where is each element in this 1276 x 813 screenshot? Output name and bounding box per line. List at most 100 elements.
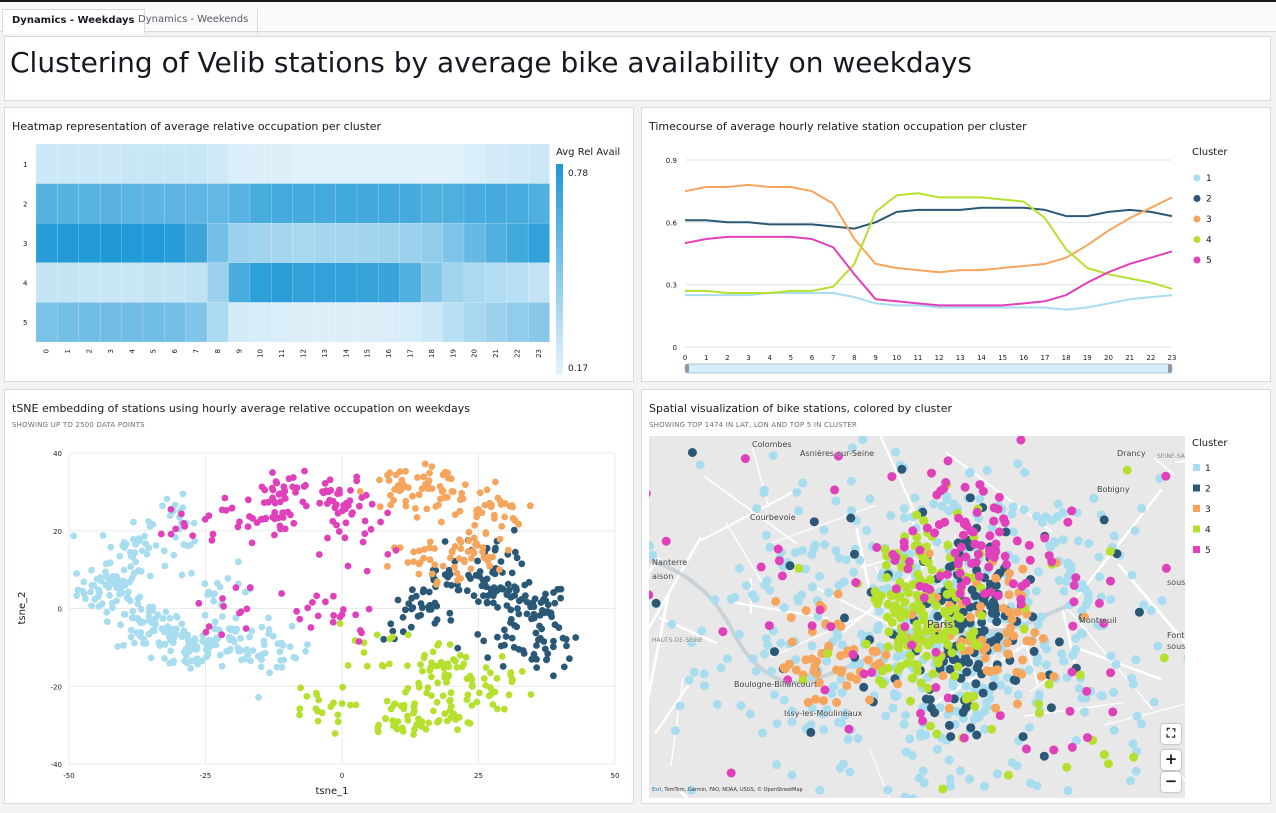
map-station-point[interactable] [1041, 512, 1050, 522]
map-canvas[interactable]: Colombes Asnières-sur-Seine Drancy SEINE-SA… [642, 390, 1270, 803]
map-station-point[interactable] [857, 629, 866, 639]
map-station-point[interactable] [791, 655, 801, 665]
scatter-point-cluster-1[interactable] [94, 593, 102, 600]
legend-marker[interactable] [1193, 505, 1200, 512]
scatter-point-cluster-5[interactable] [301, 467, 308, 475]
legend-marker[interactable] [1193, 464, 1200, 471]
map-station-point[interactable] [977, 617, 987, 627]
map-station-point[interactable] [900, 792, 910, 802]
map-station-point[interactable] [730, 592, 740, 602]
scatter-point-cluster-4[interactable] [507, 672, 515, 679]
map-station-point[interactable] [974, 571, 984, 581]
map-station-point[interactable] [642, 489, 651, 498]
heatmap-cell[interactable] [442, 183, 465, 224]
heatmap-cell[interactable] [292, 302, 315, 343]
map-station-point[interactable] [1089, 493, 1099, 503]
map-station-point[interactable] [922, 623, 932, 633]
map-station-point[interactable] [932, 601, 941, 611]
zoom-in-button[interactable]: + [1161, 750, 1181, 770]
map-station-point[interactable] [1099, 750, 1109, 760]
scatter-point-cluster-1[interactable] [166, 614, 174, 622]
map-station-point[interactable] [740, 454, 750, 464]
heatmap-cell[interactable] [506, 302, 529, 343]
scatter-point-cluster-3[interactable] [387, 492, 394, 499]
map-station-point[interactable] [932, 744, 942, 754]
scatter-point-cluster-1[interactable] [183, 659, 191, 667]
map-station-point[interactable] [734, 629, 744, 639]
scatter-point-cluster-3[interactable] [434, 578, 441, 586]
map-station-point[interactable] [1001, 527, 1011, 537]
scatter-point-cluster-5[interactable] [336, 486, 343, 494]
scatter-point-cluster-3[interactable] [458, 489, 466, 497]
scatter-point-cluster-1[interactable] [120, 566, 128, 574]
map-station-point[interactable] [735, 802, 744, 804]
scatter-point-cluster-1[interactable] [304, 641, 311, 648]
map-station-point[interactable] [965, 612, 975, 622]
map-station-point[interactable] [975, 494, 985, 504]
map-station-point[interactable] [935, 571, 945, 581]
map-station-point[interactable] [906, 696, 915, 706]
heatmap-cell[interactable] [142, 302, 165, 343]
scatter-point-cluster-4[interactable] [462, 653, 470, 661]
heatmap-cell[interactable] [420, 183, 443, 224]
map-station-point[interactable] [843, 734, 853, 744]
scatter-point-cluster-4[interactable] [347, 701, 354, 709]
scatter-point-cluster-3[interactable] [470, 534, 478, 542]
scatter-point-cluster-3[interactable] [400, 481, 408, 489]
scatter-point-cluster-1[interactable] [127, 563, 135, 570]
scatter-point-cluster-3[interactable] [438, 488, 446, 495]
map-station-point[interactable] [1190, 800, 1199, 803]
scatter-point-cluster-2[interactable] [515, 610, 523, 618]
scatter-point-cluster-1[interactable] [99, 532, 107, 539]
scatter-point-cluster-4[interactable] [404, 631, 412, 639]
map-station-point[interactable] [900, 597, 910, 607]
scatter-point-cluster-5[interactable] [218, 631, 226, 639]
map-station-point[interactable] [839, 759, 848, 769]
map-station-point[interactable] [756, 562, 766, 572]
scatter-point-cluster-2[interactable] [545, 609, 552, 617]
scatter-point-cluster-2[interactable] [550, 637, 557, 645]
scatter-point-cluster-3[interactable] [461, 481, 469, 488]
scatter-point-cluster-3[interactable] [457, 538, 465, 546]
scatter-point-cluster-1[interactable] [151, 620, 159, 627]
scatter-point-cluster-1[interactable] [155, 639, 163, 647]
map-station-point[interactable] [955, 589, 965, 599]
map-station-point[interactable] [899, 720, 909, 729]
heatmap-cell[interactable] [463, 222, 486, 264]
map-station-point[interactable] [801, 564, 811, 574]
scatter-point-cluster-1[interactable] [172, 631, 180, 639]
map-station-point[interactable] [1059, 656, 1069, 666]
scatter-point-cluster-1[interactable] [163, 495, 171, 503]
scatter-point-cluster-4[interactable] [452, 657, 459, 665]
scatter-point-cluster-1[interactable] [73, 592, 81, 599]
map-station-point[interactable] [1095, 572, 1105, 582]
heatmap-cell[interactable] [399, 222, 422, 264]
map-station-point[interactable] [996, 680, 1006, 690]
scatter-point-cluster-1[interactable] [260, 637, 268, 645]
scatter-point-cluster-2[interactable] [408, 594, 416, 602]
heatmap-cell[interactable] [249, 183, 272, 224]
map-station-point[interactable] [878, 679, 888, 689]
scatter-point-cluster-3[interactable] [504, 546, 512, 554]
legend-label[interactable]: 5 [1205, 546, 1211, 556]
heatmap-cell[interactable] [35, 222, 58, 264]
map-station-point[interactable] [893, 665, 903, 675]
scatter-point-cluster-4[interactable] [441, 710, 449, 718]
scatter-point-cluster-3[interactable] [456, 496, 464, 504]
scatter-point-cluster-1[interactable] [288, 622, 296, 630]
map-station-point[interactable] [1052, 403, 1061, 412]
legend-marker[interactable] [1193, 256, 1201, 264]
map-station-point[interactable] [920, 556, 930, 566]
map-station-point[interactable] [954, 556, 964, 566]
scatter-point-cluster-2[interactable] [557, 594, 564, 602]
map-station-point[interactable] [903, 564, 913, 574]
scatter-point-cluster-1[interactable] [277, 657, 284, 664]
scatter-point-cluster-5[interactable] [279, 514, 287, 521]
legend-label[interactable]: 1 [1205, 464, 1211, 474]
scatter-point-cluster-2[interactable] [399, 628, 407, 636]
map-station-point[interactable] [1109, 687, 1119, 697]
heatmap-cell[interactable] [228, 222, 251, 264]
range-slider-right-handle[interactable] [1168, 364, 1172, 373]
map-station-point[interactable] [948, 681, 958, 691]
scatter-point-cluster-3[interactable] [468, 555, 475, 562]
